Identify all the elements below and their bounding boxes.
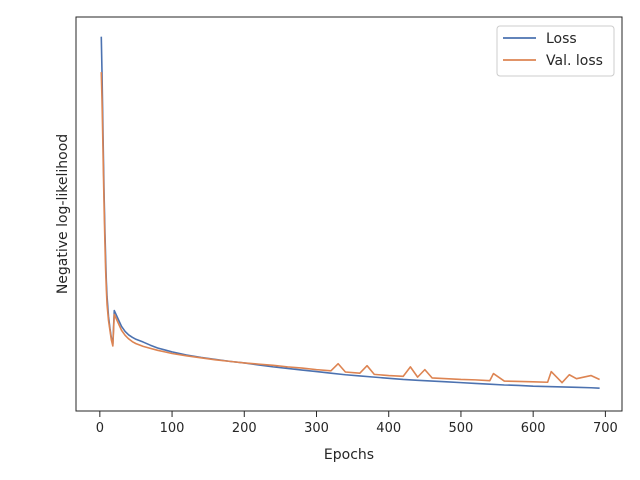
series-line-val-loss xyxy=(100,72,600,384)
x-axis: 0 100 200 300 400 500 600 700 xyxy=(96,411,618,436)
x-tick-label: 200 xyxy=(232,421,257,436)
legend-label-val-loss: Val. loss xyxy=(546,53,603,69)
x-tick-label: 500 xyxy=(449,421,474,436)
x-tick-label: 600 xyxy=(521,421,546,436)
x-tick-label: 100 xyxy=(160,421,185,436)
legend: Loss Val. loss xyxy=(496,25,615,77)
x-tick-label: 700 xyxy=(593,421,618,436)
legend-label-loss: Loss xyxy=(546,31,577,47)
plot-background xyxy=(76,17,622,411)
y-axis-label: Negative log-likelihood xyxy=(55,134,71,294)
x-tick-label: 400 xyxy=(376,421,401,436)
plot-frame xyxy=(75,16,623,412)
series-lines xyxy=(100,36,600,389)
x-axis-label: Epochs xyxy=(324,447,374,463)
x-tick-label: 0 xyxy=(96,421,104,436)
x-tick-label: 300 xyxy=(304,421,329,436)
